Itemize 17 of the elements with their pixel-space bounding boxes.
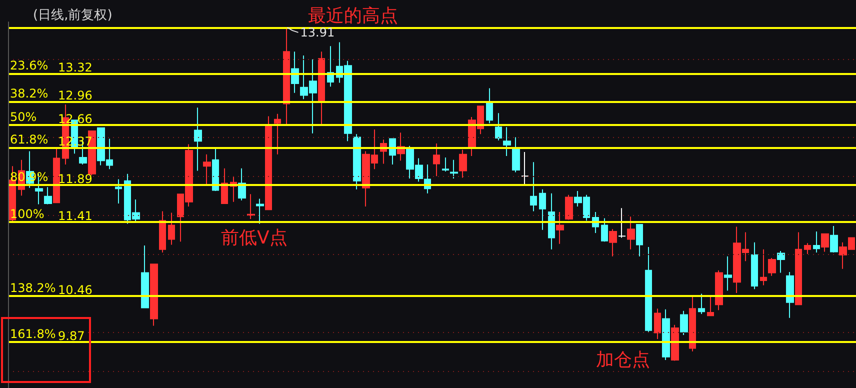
annotation: 加仓点 [596, 350, 650, 370]
chart-title: (日线,前复权) [33, 8, 112, 23]
annotation: 61.8% [10, 132, 48, 146]
y-tick-label: 11.41 [58, 209, 92, 224]
annotation: 前低V点 [221, 228, 288, 248]
y-tick-label: 12.37 [58, 134, 92, 148]
annotation: 138.2% [10, 281, 56, 296]
y-tick-label: 10.46 [58, 283, 92, 298]
annotation: 161.8% [10, 327, 56, 342]
y-tick-label: 12.96 [58, 88, 92, 102]
y-tick-label: 9.87 [58, 329, 85, 344]
annotation: 38.2% [10, 86, 48, 100]
annotation: 13.91 [300, 25, 335, 40]
annotation: 23.6% [10, 58, 48, 72]
annotation: 最近的高点 [308, 6, 398, 26]
annotation: 50% [10, 110, 37, 124]
y-tick-label: 13.32 [58, 60, 92, 74]
